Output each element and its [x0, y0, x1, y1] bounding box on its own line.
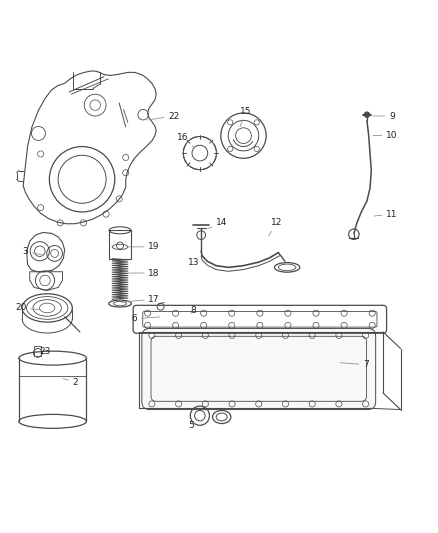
Text: 5: 5: [188, 419, 198, 430]
Text: 3: 3: [22, 247, 42, 256]
Text: 11: 11: [373, 209, 397, 219]
Bar: [109, 230, 131, 259]
Text: 2: 2: [63, 377, 78, 386]
Text: 18: 18: [128, 269, 159, 278]
Text: 17: 17: [121, 295, 159, 304]
Text: 16: 16: [176, 133, 193, 147]
FancyBboxPatch shape: [141, 328, 375, 409]
Text: 22: 22: [148, 111, 179, 120]
Text: 13: 13: [187, 253, 202, 266]
Text: 12: 12: [268, 219, 281, 236]
Text: 8: 8: [190, 305, 196, 314]
Circle shape: [364, 112, 369, 117]
Text: 14: 14: [208, 219, 227, 228]
Text: 9: 9: [372, 111, 394, 120]
Text: 23: 23: [39, 347, 50, 356]
Bar: [34, 346, 41, 356]
Text: 20: 20: [15, 303, 40, 312]
Text: 6: 6: [131, 314, 160, 324]
Text: 7: 7: [339, 360, 367, 369]
Text: 15: 15: [240, 107, 251, 126]
Text: 10: 10: [372, 131, 397, 140]
Text: 19: 19: [128, 243, 159, 252]
